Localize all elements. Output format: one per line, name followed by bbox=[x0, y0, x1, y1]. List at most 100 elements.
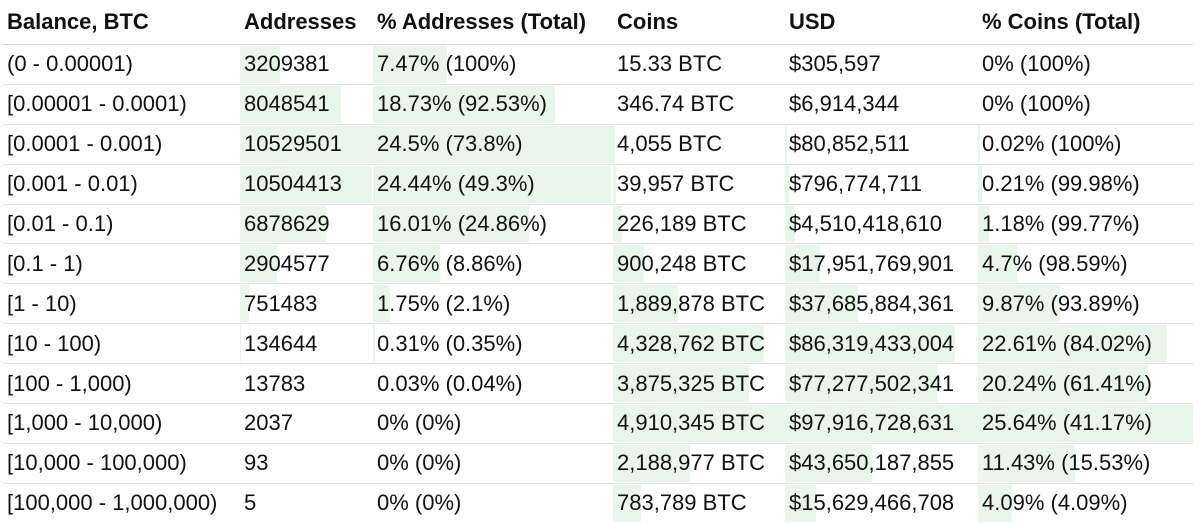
cell-pct-coins-text: 9.87% (93.89%) bbox=[982, 290, 1140, 316]
cell-balance: [10 - 100) bbox=[3, 324, 240, 364]
cell-pct-addresses: 16.01% (24.86%) bbox=[373, 204, 613, 244]
cell-addresses-text: 10529501 bbox=[244, 131, 342, 157]
cell-pct-addresses: 0.03% (0.04%) bbox=[373, 364, 613, 404]
cell-coins-text: 15.33 BTC bbox=[617, 51, 723, 77]
fill-bar bbox=[978, 245, 1017, 283]
fill-bar bbox=[373, 205, 529, 243]
cell-balance: [100,000 - 1,000,000) bbox=[3, 483, 240, 522]
cell-addresses-text: 10504413 bbox=[244, 171, 342, 197]
cell-addresses-text: 2037 bbox=[244, 410, 293, 436]
cell-coins-text: 900,248 BTC bbox=[617, 250, 747, 276]
cell-pct-coins-text: 0.21% (99.98%) bbox=[982, 171, 1140, 197]
cell-usd-text: $15,629,466,708 bbox=[789, 490, 955, 516]
cell-pct-coins-text: 4.09% (4.09%) bbox=[982, 490, 1128, 516]
cell-coins-text: 226,189 BTC bbox=[617, 211, 747, 236]
fill-bar bbox=[613, 365, 749, 403]
fill-bar bbox=[240, 85, 342, 123]
cell-balance: [1,000 - 10,000) bbox=[3, 404, 240, 444]
header-pct-coins[interactable]: % Coins (Total) bbox=[982, 9, 1141, 34]
cell-coins: 3,875,325 BTC bbox=[613, 364, 785, 404]
cell-balance: (0 - 0.00001) bbox=[3, 45, 240, 85]
header-pct-addresses[interactable]: % Addresses (Total) bbox=[377, 9, 587, 34]
cell-balance-text: [1 - 10) bbox=[7, 290, 77, 316]
fill-bar bbox=[785, 444, 872, 482]
fill-bar bbox=[240, 325, 242, 363]
cell-addresses: 2904577 bbox=[240, 244, 373, 284]
fill-bar bbox=[785, 125, 787, 163]
cell-usd: $43,650,187,855 bbox=[785, 443, 978, 483]
cell-coins: 900,248 BTC bbox=[613, 244, 785, 284]
cell-usd: $17,951,769,901 bbox=[785, 244, 978, 284]
fill-bar bbox=[373, 165, 611, 203]
cell-pct-coins-text: 11.43% (15.53%) bbox=[982, 450, 1151, 476]
cell-pct-coins-text: 0% (100%) bbox=[982, 51, 1091, 77]
header-addresses[interactable]: Addresses bbox=[244, 9, 357, 34]
cell-addresses: 751483 bbox=[240, 284, 373, 324]
fill-bar bbox=[240, 205, 327, 243]
cell-pct-coins: 1.18% (99.77%) bbox=[978, 204, 1193, 244]
cell-pct-addresses: 7.47% (100%) bbox=[373, 45, 613, 85]
table-row: [1,000 - 10,000) 2037 0% (0%) 4,910,345 BTC… bbox=[3, 403, 1193, 444]
cell-balance-text: [100 - 1,000) bbox=[7, 370, 132, 396]
fill-bar bbox=[978, 205, 989, 243]
cell-pct-addresses-text: 0% (0%) bbox=[377, 450, 462, 476]
table-row: [0.00001 - 0.0001) 8048541 18.73% (92.53%)… bbox=[3, 84, 1193, 124]
fill-bar bbox=[785, 165, 789, 203]
cell-balance: [0.00001 - 0.0001) bbox=[3, 84, 240, 124]
header-row: Balance, BTC Addresses % Addresses (Tota… bbox=[3, 0, 1193, 45]
header-coins[interactable]: Coins bbox=[617, 9, 679, 34]
cell-addresses: 6878629 bbox=[240, 204, 373, 244]
cell-coins: 783,789 BTC bbox=[613, 483, 785, 522]
table-row: [100 - 1,000) 13783 0.03% (0.04%) 3,875,325… bbox=[3, 363, 1193, 404]
fill-bar bbox=[613, 165, 617, 203]
cell-pct-coins: 4.09% (4.09%) bbox=[978, 483, 1193, 522]
cell-usd-text: $86,319,433,004 bbox=[789, 330, 955, 356]
cell-addresses: 10504413 bbox=[240, 164, 373, 204]
table-row: [10 - 100) 134644 0.31% (0.35%) 4,328,762 B… bbox=[3, 323, 1193, 364]
cell-pct-coins: 22.61% (84.02%) bbox=[978, 324, 1193, 364]
cell-coins-text: 1,889,878 BTC bbox=[617, 290, 765, 316]
cell-pct-addresses-text: 0% (0%) bbox=[377, 410, 462, 436]
cell-addresses-text: 5 bbox=[244, 490, 257, 516]
cell-addresses-text: 13783 bbox=[244, 370, 306, 396]
fill-bar bbox=[240, 285, 250, 323]
cell-balance-text: [0.001 - 0.01) bbox=[7, 171, 138, 197]
cell-addresses-text: 2904577 bbox=[244, 250, 330, 276]
table-row: [0.01 - 0.1) 6878629 16.01% (24.86%) 226,18… bbox=[3, 204, 1193, 244]
cell-usd: $15,629,466,708 bbox=[785, 483, 978, 522]
cell-pct-coins-text: 25.64% (41.17%) bbox=[982, 410, 1152, 436]
cell-coins: 226,189 BTC bbox=[613, 204, 785, 244]
cell-usd: $97,916,728,631 bbox=[785, 404, 978, 444]
cell-pct-coins: 11.43% (15.53%) bbox=[978, 443, 1193, 483]
cell-pct-coins: 4.7% (98.59%) bbox=[978, 244, 1193, 284]
cell-coins-text: 783,789 BTC bbox=[617, 490, 747, 516]
cell-usd: $80,852,511 bbox=[785, 124, 978, 164]
cell-pct-addresses: 0% (0%) bbox=[373, 443, 613, 483]
cell-usd-text: $97,916,728,631 bbox=[789, 410, 955, 436]
cell-addresses: 13783 bbox=[240, 364, 373, 404]
cell-coins-text: 4,328,762 BTC bbox=[617, 330, 765, 356]
cell-usd-text: $37,685,884,361 bbox=[789, 290, 955, 316]
cell-coins: 15.33 BTC bbox=[613, 45, 785, 85]
fill-bar bbox=[373, 85, 556, 123]
fill-bar bbox=[978, 125, 981, 163]
cell-usd-text: $80,852,511 bbox=[789, 131, 910, 157]
fill-bar bbox=[785, 365, 938, 403]
cell-pct-addresses: 6.76% (8.86%) bbox=[373, 244, 613, 284]
cell-pct-addresses-text: 0% (0%) bbox=[377, 490, 462, 516]
fill-bar bbox=[373, 325, 376, 363]
cell-pct-addresses-text: 16.01% (24.86%) bbox=[377, 211, 547, 236]
cell-coins: 4,055 BTC bbox=[613, 124, 785, 164]
cell-usd-text: $77,277,502,341 bbox=[789, 370, 955, 396]
cell-pct-addresses: 24.44% (49.3%) bbox=[373, 164, 613, 204]
cell-balance: [0.1 - 1) bbox=[3, 244, 240, 284]
header-balance[interactable]: Balance, BTC bbox=[7, 9, 149, 34]
cell-pct-coins: 20.24% (61.41%) bbox=[978, 364, 1193, 404]
cell-usd: $37,685,884,361 bbox=[785, 284, 978, 324]
header-usd[interactable]: USD bbox=[789, 9, 836, 34]
fill-bar bbox=[785, 245, 820, 283]
cell-usd: $305,597 bbox=[785, 45, 978, 85]
cell-pct-addresses-text: 0.31% (0.35%) bbox=[377, 330, 523, 356]
fill-bar bbox=[613, 205, 622, 243]
cell-pct-addresses: 0% (0%) bbox=[373, 483, 613, 522]
